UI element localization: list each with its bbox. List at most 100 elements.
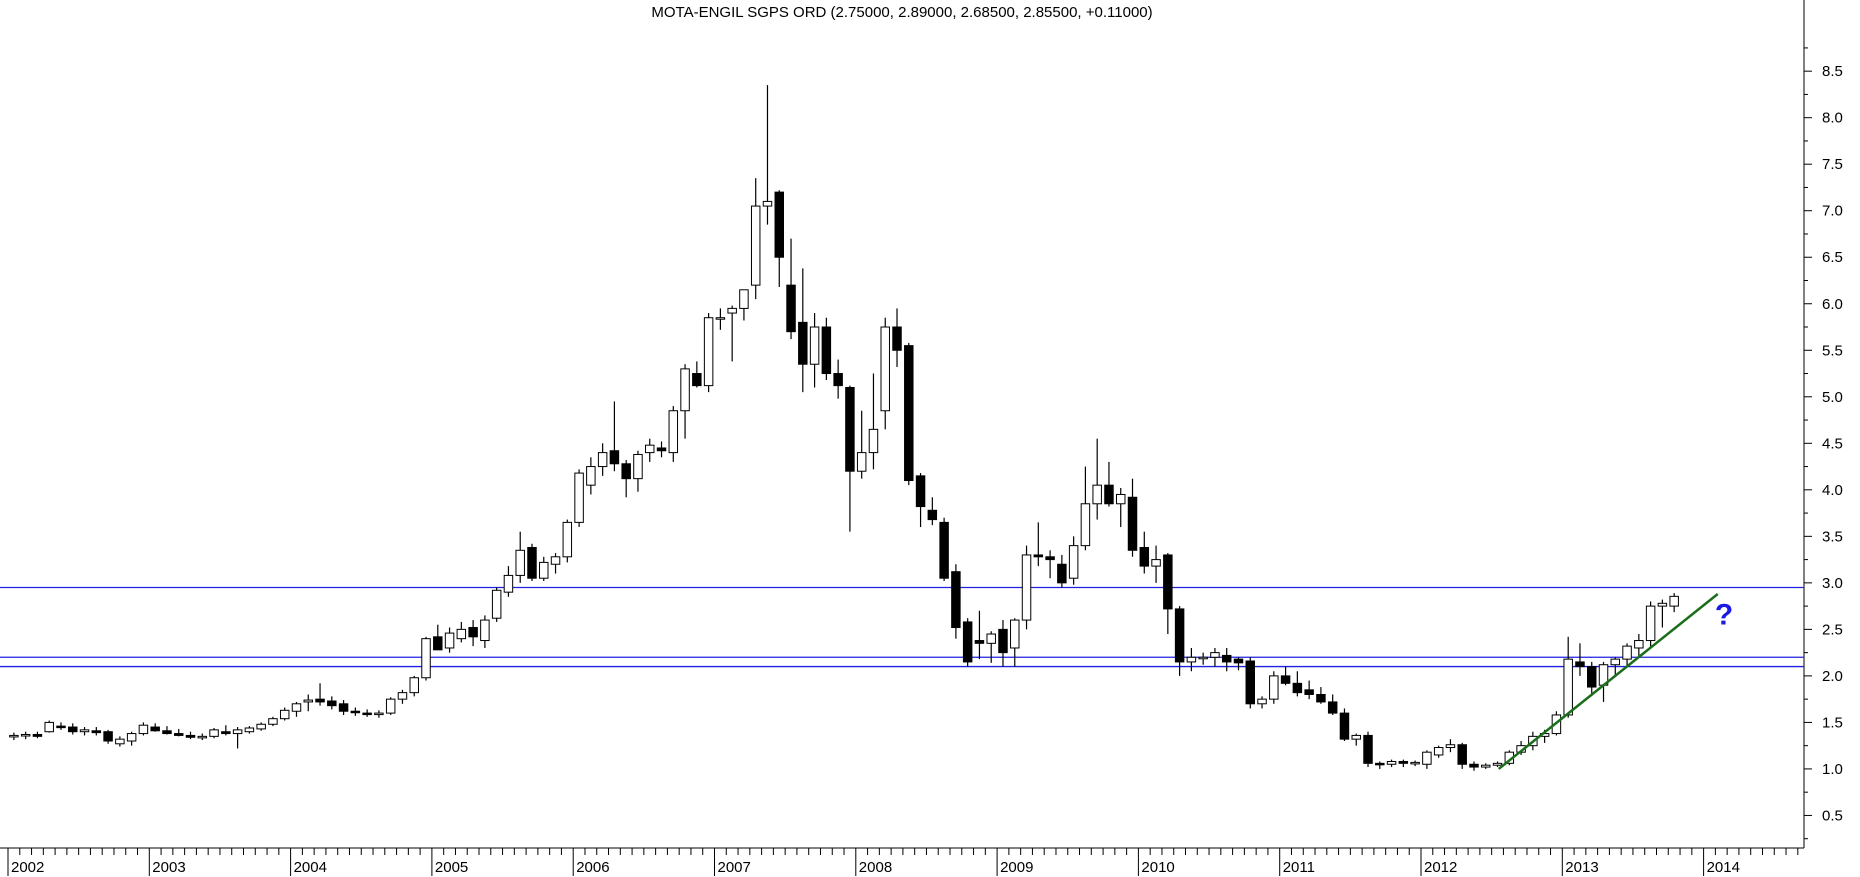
candle-up [209, 729, 219, 737]
x-year-label: 2013 [1565, 859, 1598, 876]
candle-up [809, 326, 820, 365]
y-tick-label: 7.0 [1822, 203, 1843, 220]
x-year-label: 2011 [1283, 859, 1315, 876]
candle-down [68, 726, 78, 733]
candle-down [774, 191, 785, 258]
candle-down [904, 345, 914, 482]
candle-down [845, 386, 855, 472]
candle-up [1210, 652, 1220, 658]
candle-up [986, 633, 996, 644]
question-mark-annotation: ? [1715, 599, 1733, 632]
y-tick-label: 4.0 [1822, 482, 1843, 499]
x-year-label: 2012 [1424, 859, 1457, 876]
candle-up [397, 692, 408, 700]
candle-up [409, 677, 419, 694]
y-tick-label: 3.5 [1822, 528, 1843, 545]
candle-down [915, 475, 926, 508]
candle-up [1010, 619, 1020, 649]
candle-up [1634, 640, 1644, 649]
x-year-label: 2009 [1000, 859, 1033, 876]
candle-down [185, 734, 196, 738]
candle-up [1669, 595, 1679, 607]
candle-down [1363, 734, 1373, 764]
candle-down [939, 521, 949, 579]
candle-up [126, 733, 137, 742]
candle-up [644, 444, 655, 454]
candle-up [421, 638, 431, 679]
candle-down [927, 509, 938, 521]
candle-up [303, 699, 314, 703]
candle-down [621, 463, 631, 480]
candle-up [597, 452, 608, 468]
trend-line [1497, 593, 1719, 770]
candle-up [1657, 602, 1668, 607]
candle-down [951, 571, 961, 629]
chart-title: MOTA-ENGIL SGPS ORD (2.75000, 2.89000, 2… [651, 4, 1153, 21]
candle-down [1304, 689, 1314, 695]
y-tick-label: 5.5 [1822, 342, 1843, 359]
candle-down [974, 640, 985, 644]
candle-up [1481, 764, 1491, 768]
candle-up [1622, 645, 1632, 660]
candle-down [1316, 693, 1326, 703]
candle-down [692, 373, 702, 387]
candle-up [668, 410, 679, 454]
candle-up [79, 729, 90, 733]
candle-up [1645, 605, 1656, 642]
candle-up [1080, 503, 1091, 547]
candle-down [1139, 547, 1150, 567]
candle-up [680, 368, 690, 412]
candle-down [656, 447, 667, 452]
y-tick-label: 8.5 [1822, 63, 1843, 80]
candle-up [374, 712, 384, 716]
x-year-label: 2003 [152, 859, 185, 876]
candle-down [1104, 484, 1114, 505]
candle-up [1068, 545, 1079, 579]
candle-up [762, 200, 773, 207]
y-tick-label: 5.0 [1822, 389, 1843, 406]
candle-down [91, 730, 102, 734]
candle-up [9, 734, 19, 738]
y-tick-label: 3.0 [1822, 575, 1843, 592]
candle-down [998, 628, 1008, 654]
candle-down [56, 725, 66, 729]
x-year-label: 2005 [435, 859, 468, 876]
x-year-label: 2002 [11, 859, 44, 876]
candle-up [503, 574, 514, 593]
candle-down [1327, 701, 1338, 714]
candle-up [44, 721, 54, 733]
candle-up [880, 326, 890, 412]
candle-down [1045, 556, 1055, 561]
candle-up [1563, 658, 1573, 716]
candle-up [1610, 658, 1621, 666]
candle-up [1445, 744, 1456, 749]
candle-up [1422, 751, 1432, 765]
candle-up [20, 733, 31, 737]
candle-up [1492, 762, 1503, 766]
candle-up [1433, 747, 1444, 756]
candle-up [1198, 656, 1208, 660]
candle-down [1292, 682, 1303, 694]
candle-up [574, 472, 584, 523]
candle-down [103, 731, 113, 742]
x-year-label: 2004 [294, 859, 327, 876]
candle-up [291, 703, 302, 712]
candle-down [362, 712, 372, 716]
candle-down [315, 698, 325, 703]
candle-up [1151, 559, 1161, 567]
candle-down [1469, 763, 1479, 768]
candle-up [1021, 554, 1032, 621]
candle-down [1221, 654, 1232, 663]
y-tick-label: 8.0 [1822, 110, 1843, 127]
candle-down [1375, 762, 1385, 766]
candle-up [115, 738, 125, 745]
candle-up [444, 632, 455, 649]
candle-down [833, 373, 843, 387]
y-tick-label: 1.0 [1822, 761, 1843, 778]
candle-down [468, 627, 478, 638]
y-tick-label: 2.5 [1822, 621, 1843, 638]
candle-down [962, 621, 973, 663]
candle-down [892, 326, 902, 351]
candle-down [1127, 496, 1138, 551]
